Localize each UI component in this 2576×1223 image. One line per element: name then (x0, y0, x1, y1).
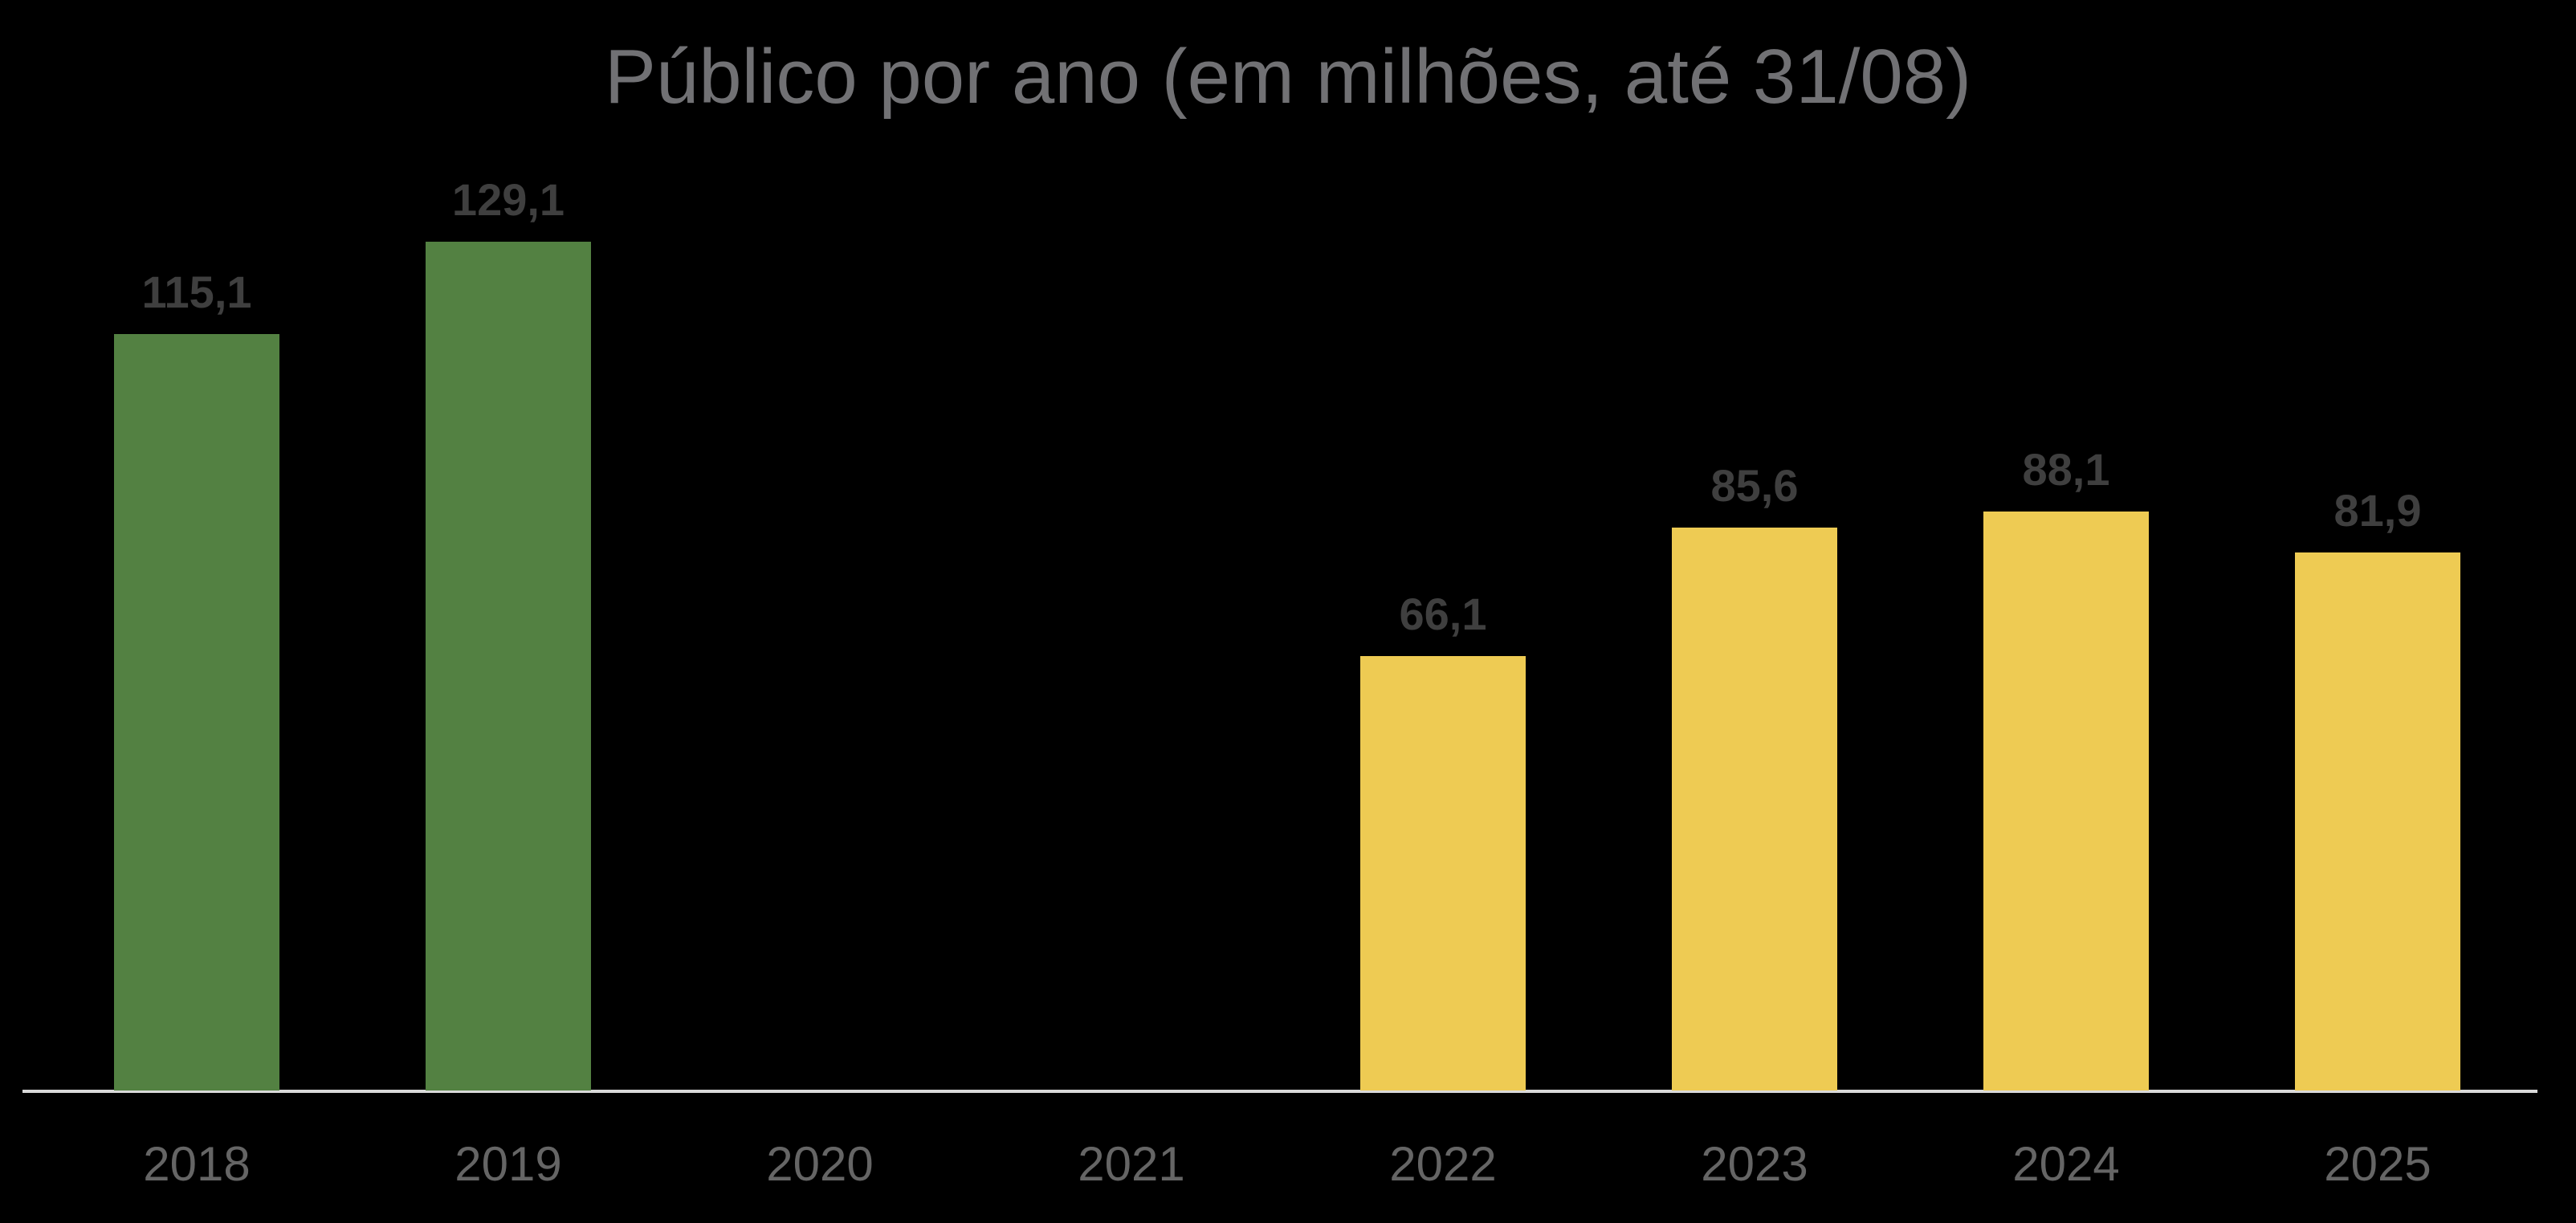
bar-2024 (1983, 512, 2149, 1091)
x-axis-label-2021: 2021 (1078, 1137, 1185, 1191)
data-label-2023: 85,6 (1710, 460, 1799, 511)
bar-2018 (114, 334, 279, 1091)
x-axis-label-2019: 2019 (454, 1137, 562, 1191)
data-label-2018: 115,1 (141, 267, 252, 317)
bar-2022 (1360, 656, 1526, 1091)
x-axis-label-2022: 2022 (1389, 1137, 1497, 1191)
x-axis-label-2024: 2024 (2012, 1137, 2120, 1191)
bar-2019 (426, 242, 591, 1091)
data-label-2022: 66,1 (1399, 589, 1487, 639)
x-axis-label-2023: 2023 (1701, 1137, 1808, 1191)
bar-2025 (2295, 552, 2460, 1091)
data-label-2024: 88,1 (2022, 444, 2110, 495)
x-axis-label-2018: 2018 (143, 1137, 251, 1191)
data-label-2025: 81,9 (2333, 485, 2422, 536)
x-axis-label-2020: 2020 (766, 1137, 874, 1191)
data-label-2019: 129,1 (451, 174, 565, 225)
chart-title: Público por ano (em milhões, até 31/08) (604, 34, 1972, 120)
x-axis-line (22, 1090, 2537, 1093)
bar-2023 (1672, 528, 1837, 1091)
x-axis-label-2025: 2025 (2324, 1137, 2431, 1191)
